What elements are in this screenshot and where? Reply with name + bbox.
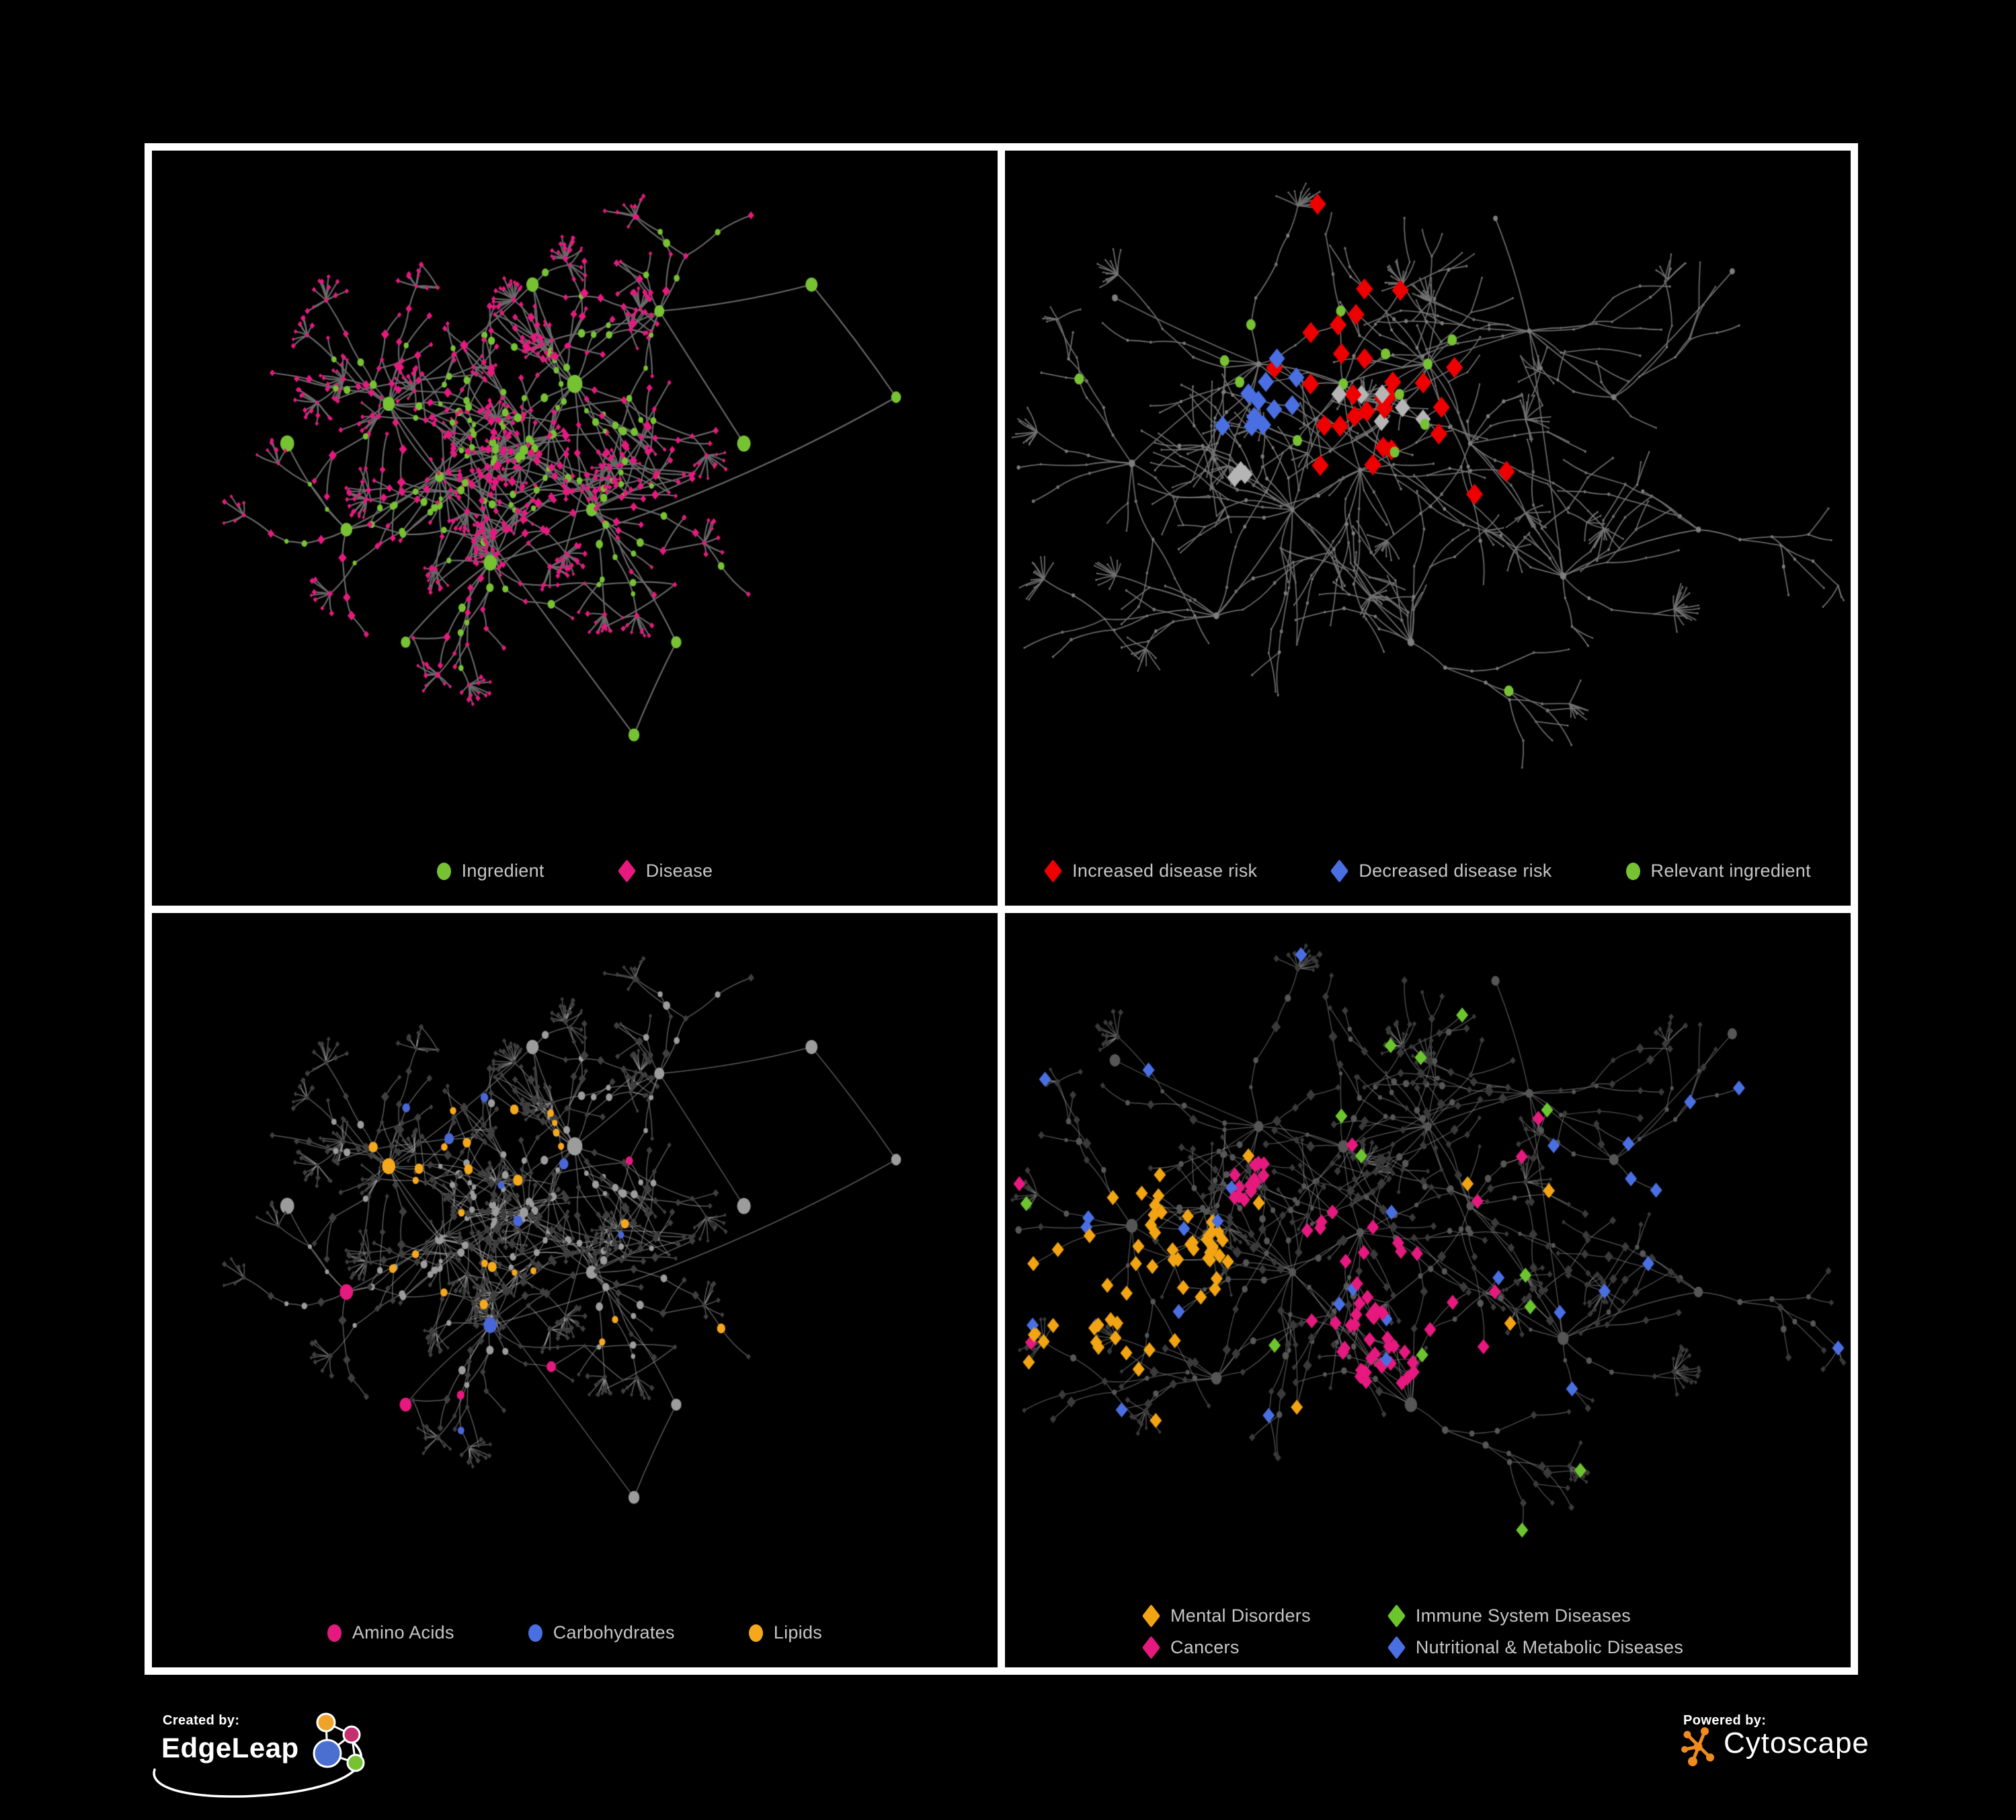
legend-label: Disease bbox=[645, 861, 713, 881]
powered-by-label: Powered by: bbox=[1683, 1713, 1767, 1728]
legend-item-nutritional-metabolic-diseases: Nutritional & Metabolic Diseases bbox=[1387, 1636, 1684, 1659]
legend-item-ingredient: Ingredient bbox=[436, 861, 545, 881]
legend-item-immune-system-diseases: Immune System Diseases bbox=[1387, 1604, 1683, 1628]
panel-nutrient-classes: Amino Acids Carbohydrates Lipids bbox=[152, 913, 998, 1667]
legend-disease-risk: Increased disease risk Decreased disease … bbox=[1005, 859, 1851, 883]
legend-ingredient-disease: Ingredient Disease bbox=[152, 859, 998, 883]
network-canvas-ingredient-disease bbox=[152, 151, 998, 906]
panel-disease-risk: Increased disease risk Decreased disease … bbox=[1005, 151, 1851, 906]
edgeleap-attribution: Created by: EdgeLeap bbox=[153, 1709, 409, 1820]
network-canvas-disease-classes bbox=[1005, 913, 1851, 1667]
panel-disease-classes: Mental Disorders Immune System Diseases Ca… bbox=[1005, 913, 1851, 1667]
edgeleap-logo-icon bbox=[313, 1712, 365, 1772]
legend-label: Carbohydrates bbox=[553, 1622, 675, 1643]
network-canvas-nutrient-classes bbox=[152, 913, 998, 1667]
legend-disease-classes: Mental Disorders Immune System Diseases Ca… bbox=[1005, 1604, 1851, 1659]
network-canvas-disease-risk bbox=[1005, 151, 1851, 906]
diamond-marker-icon bbox=[1044, 859, 1063, 883]
diamond-marker-icon bbox=[1142, 1636, 1160, 1659]
circle-marker-icon bbox=[436, 862, 451, 880]
panel-ingredient-disease: Ingredient Disease bbox=[152, 151, 998, 906]
cytoscape-wordmark: Cytoscape bbox=[1724, 1727, 1869, 1759]
cytoscape-attribution: Powered by: Cytoscape bbox=[1679, 1709, 1948, 1796]
diamond-marker-icon bbox=[1330, 859, 1349, 883]
legend-label: Immune System Diseases bbox=[1415, 1606, 1631, 1626]
legend-label: Relevant ingredient bbox=[1650, 861, 1811, 881]
legend-label: Increased disease risk bbox=[1072, 861, 1258, 881]
legend-label: Mental Disorders bbox=[1170, 1606, 1311, 1626]
legend-item-amino-acids: Amino Acids bbox=[327, 1622, 454, 1643]
circle-marker-icon bbox=[748, 1624, 763, 1642]
legend-item-decreased-disease-risk: Decreased disease risk bbox=[1330, 859, 1552, 883]
created-by-label: Created by: bbox=[163, 1713, 240, 1728]
diamond-marker-icon bbox=[1387, 1604, 1406, 1628]
diamond-marker-icon bbox=[1142, 1604, 1160, 1628]
legend-item-relevant-ingredient: Relevant ingredient bbox=[1625, 861, 1811, 881]
legend-label: Amino Acids bbox=[352, 1622, 454, 1643]
legend-item-mental-disorders: Mental Disorders bbox=[1142, 1604, 1311, 1628]
legend-item-carbohydrates: Carbohydrates bbox=[528, 1622, 675, 1643]
circle-marker-icon bbox=[1625, 862, 1640, 880]
legend-item-cancers: Cancers bbox=[1142, 1636, 1311, 1659]
diamond-marker-icon bbox=[1387, 1636, 1406, 1659]
legend-label: Lipids bbox=[773, 1622, 823, 1643]
legend-item-disease: Disease bbox=[617, 859, 713, 883]
diamond-marker-icon bbox=[617, 859, 636, 883]
legend-label: Cancers bbox=[1170, 1637, 1240, 1657]
legend-item-lipids: Lipids bbox=[748, 1622, 823, 1643]
edgeleap-wordmark: EdgeLeap bbox=[161, 1732, 299, 1764]
panel-grid: Ingredient Disease Increased disease risk… bbox=[145, 143, 1858, 1675]
legend-nutrient-classes: Amino Acids Carbohydrates Lipids bbox=[152, 1622, 998, 1643]
legend-label: Ingredient bbox=[461, 861, 545, 881]
legend-label: Decreased disease risk bbox=[1359, 861, 1552, 881]
legend-item-increased-disease-risk: Increased disease risk bbox=[1044, 859, 1258, 883]
cytoscape-logo-icon bbox=[1681, 1727, 1714, 1766]
circle-marker-icon bbox=[528, 1624, 542, 1642]
legend-label: Nutritional & Metabolic Diseases bbox=[1415, 1637, 1684, 1657]
circle-marker-icon bbox=[327, 1624, 341, 1642]
